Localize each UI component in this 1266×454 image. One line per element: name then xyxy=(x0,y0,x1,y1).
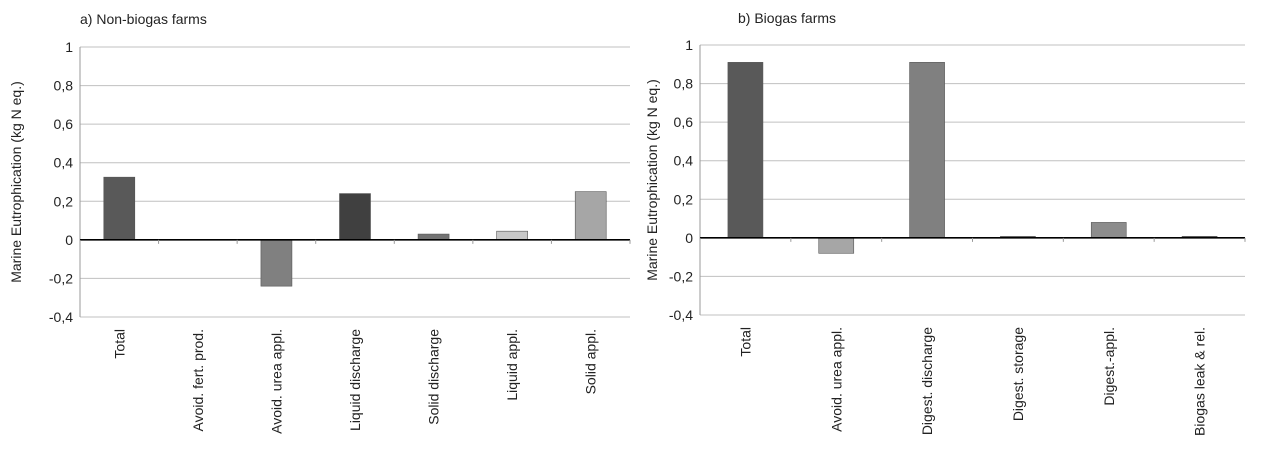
x-tick-label: Total xyxy=(737,327,753,357)
x-tick-label: Liquid appl. xyxy=(504,329,520,401)
bar xyxy=(818,237,855,254)
x-tick-label: Digest. storage xyxy=(1010,327,1026,421)
bar xyxy=(909,62,945,239)
chart-a: a) Non-biogas farms Marine Eutrophication… xyxy=(8,11,631,434)
y-tick-label: -0,2 xyxy=(669,268,693,284)
y-tick-label: 1 xyxy=(65,39,73,55)
y-tick-label: -0,4 xyxy=(669,307,693,323)
x-tick-label: Digest.-appl. xyxy=(1101,327,1117,406)
x-tick-label: Avoid. urea appl. xyxy=(268,329,284,434)
x-tick-label: Liquid discharge xyxy=(347,329,363,431)
chart-title: a) Non-biogas farms xyxy=(80,11,207,27)
x-tick-label: Total xyxy=(111,329,127,359)
y-tick-label: 0,4 xyxy=(674,153,694,169)
bar xyxy=(103,176,136,241)
x-tick-label: Biogas leak & rel. xyxy=(1192,327,1208,436)
chart-title: b) Biogas farms xyxy=(738,10,836,26)
bar xyxy=(496,230,528,241)
y-axis-label: Marine Eutrophication (kg N eq.) xyxy=(644,79,660,281)
y-tick-label: 0,6 xyxy=(674,114,694,130)
y-tick-label: 0,4 xyxy=(54,155,74,171)
bar xyxy=(727,62,764,239)
y-axis-label: Marine Eutrophication (kg N eq.) xyxy=(8,81,24,283)
x-tick-label: Avoid. urea appl. xyxy=(828,327,844,432)
chart-b: b) Biogas farms Marine Eutrophication (kg… xyxy=(644,10,1246,436)
y-tick-label: -0,4 xyxy=(49,309,73,325)
bar xyxy=(574,191,607,241)
x-tick-label: Avoid. fert. prod. xyxy=(190,329,206,431)
bar xyxy=(1090,222,1127,239)
x-tick-label: Solid discharge xyxy=(426,329,442,425)
y-tick-label: 0,6 xyxy=(54,116,74,132)
x-tick-label: Digest. discharge xyxy=(919,327,935,435)
bar xyxy=(417,233,450,241)
y-tick-label: 0 xyxy=(685,230,693,246)
y-tick-label: 0,2 xyxy=(54,193,74,209)
y-tick-label: -0,2 xyxy=(49,270,73,286)
bar xyxy=(339,193,371,241)
y-tick-label: 0,2 xyxy=(674,191,694,207)
y-tick-label: 1 xyxy=(685,37,693,53)
y-tick-label: 0,8 xyxy=(54,78,74,94)
bar xyxy=(260,239,293,287)
y-tick-label: 0 xyxy=(65,232,73,248)
x-tick-label: Solid appl. xyxy=(583,329,599,394)
y-tick-label: 0,8 xyxy=(674,76,694,92)
